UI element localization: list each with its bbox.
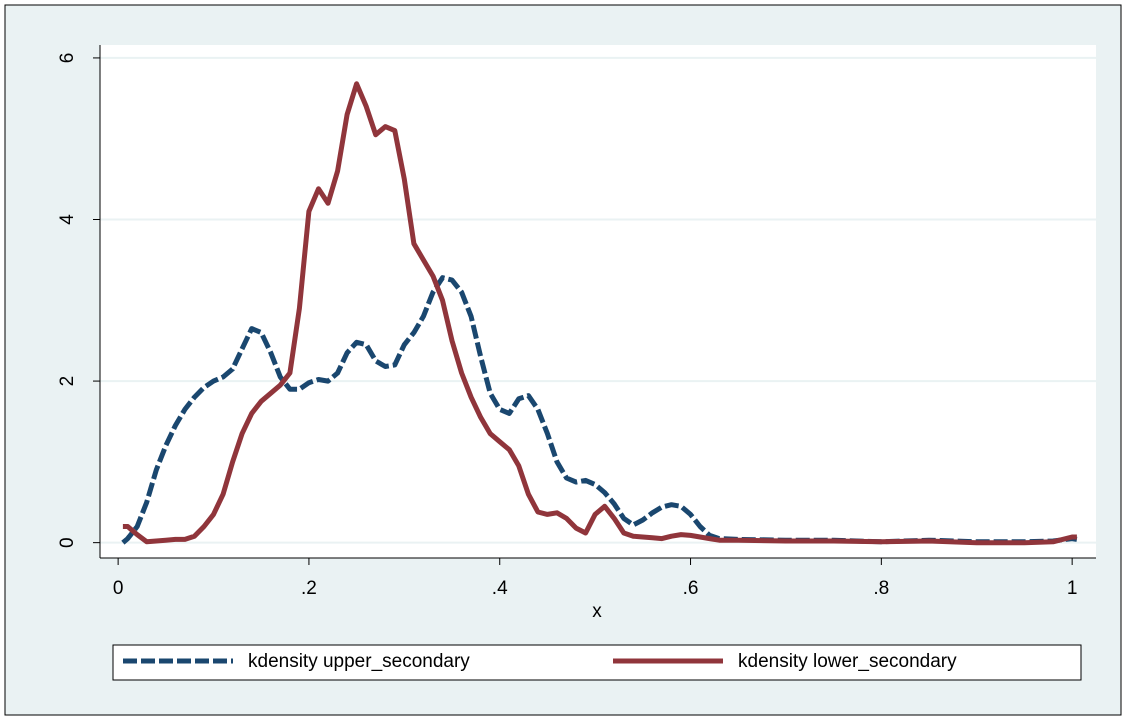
y-tick-label: 6 [57, 53, 78, 64]
x-tick-label: .4 [492, 578, 508, 599]
y-tick-label: 4 [57, 214, 78, 225]
density-line [122, 81, 1077, 546]
x-axis-label: x [592, 601, 602, 622]
plot-area [100, 45, 1096, 558]
y-tick-label: 2 [57, 376, 78, 387]
x-tick-label: 0 [113, 578, 124, 599]
legend-label: kdensity lower_secondary [738, 651, 957, 672]
legend-label: kdensity upper_secondary [248, 651, 470, 672]
x-tick-label: .8 [873, 578, 889, 599]
lines [121, 81, 1078, 546]
y-tick-label: 0 [57, 537, 78, 548]
x-tick-label: .6 [683, 578, 699, 599]
legend-items: kdensity upper_secondary kdensity lower_s… [123, 651, 957, 672]
x-tick-label: 1 [1067, 578, 1078, 599]
x-tick-label: .2 [301, 578, 317, 599]
legend [112, 644, 1082, 681]
density-line [121, 275, 1078, 545]
